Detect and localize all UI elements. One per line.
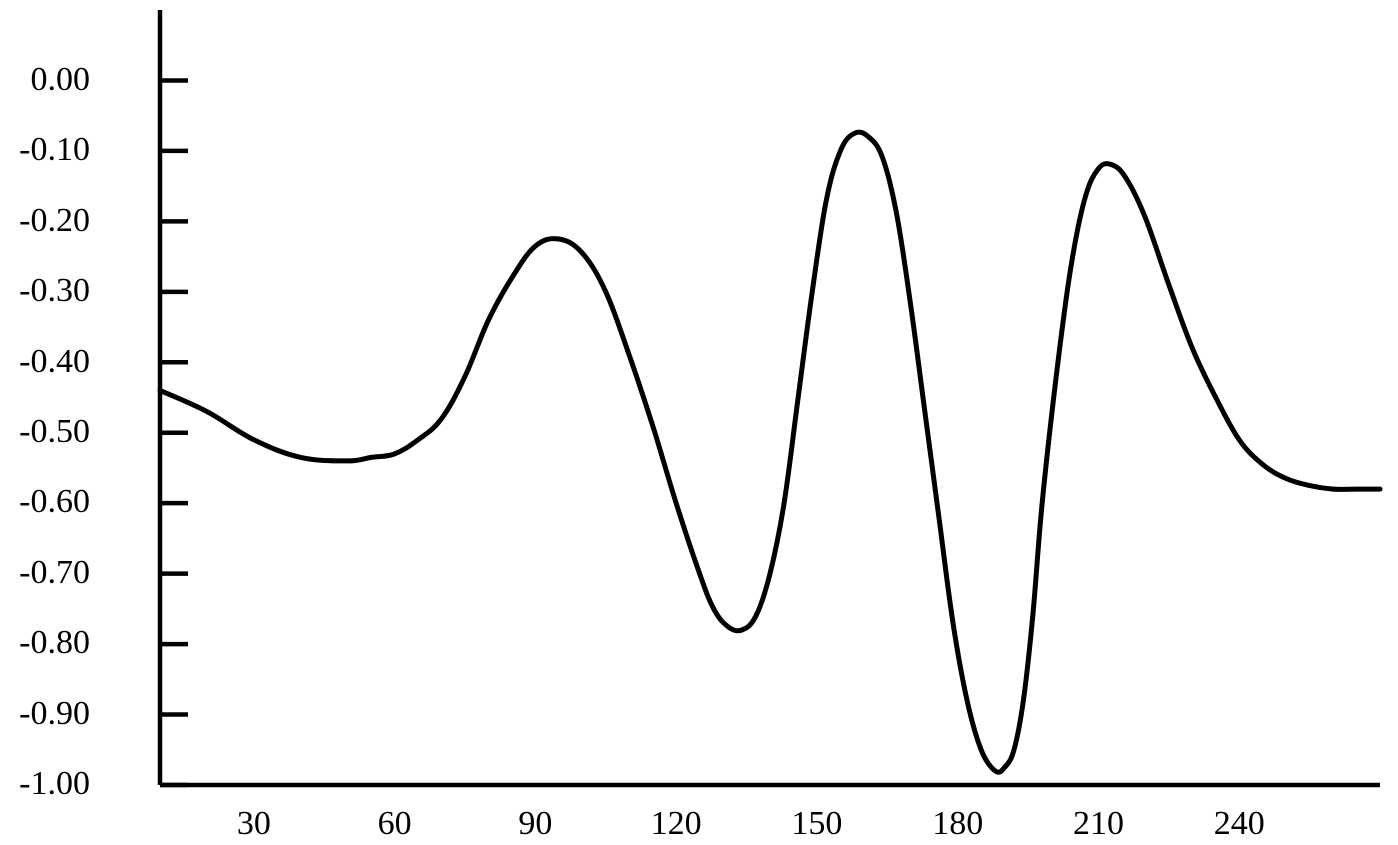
x-tick-label: 90 xyxy=(495,805,575,843)
y-tick-label: -0.10 xyxy=(0,131,90,169)
x-tick-label: 240 xyxy=(1199,805,1279,843)
line-chart: 0.00 -0.10 -0.20 -0.30 -0.40 -0.50 -0.60 -0.70 -… xyxy=(0,0,1398,845)
y-tick-label: -0.30 xyxy=(0,272,90,310)
x-tick-label: 210 xyxy=(1058,805,1138,843)
y-tick-label: -0.80 xyxy=(0,624,90,662)
y-tick-label: -0.90 xyxy=(0,695,90,733)
y-tick-label: -0.40 xyxy=(0,343,90,381)
series-line xyxy=(160,132,1380,772)
y-tick-label: -0.70 xyxy=(0,554,90,592)
chart-canvas xyxy=(0,0,1398,845)
y-tick-label: -0.20 xyxy=(0,202,90,240)
y-tick-label: -0.50 xyxy=(0,413,90,451)
x-tick-label: 30 xyxy=(214,805,294,843)
x-tick-label: 150 xyxy=(777,805,857,843)
y-tick-label: -0.60 xyxy=(0,483,90,521)
y-tick-label: -1.00 xyxy=(0,765,90,803)
x-tick-label: 180 xyxy=(918,805,998,843)
y-tick-label: 0.00 xyxy=(0,61,90,99)
x-tick-label: 60 xyxy=(355,805,435,843)
x-tick-label: 120 xyxy=(636,805,716,843)
